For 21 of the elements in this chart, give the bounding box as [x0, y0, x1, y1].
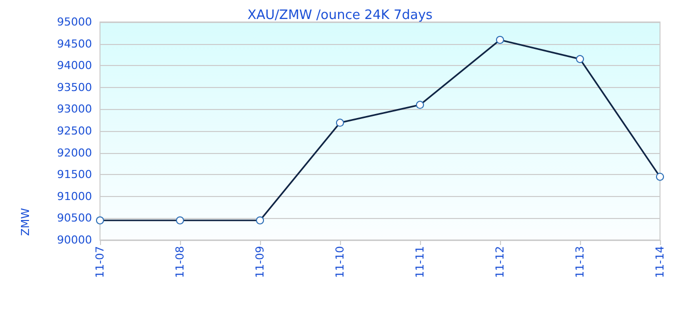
- x-tick-label: 11-11: [414, 246, 426, 278]
- y-tick-label: 94000: [57, 59, 92, 72]
- x-tick-label: 11-12: [494, 246, 506, 278]
- y-tick-label: 93500: [57, 80, 92, 94]
- y-axis-title: ZMW: [19, 208, 32, 236]
- y-tick-label: 91000: [57, 190, 92, 203]
- x-tick-label: 11-14: [654, 246, 666, 278]
- y-tick-label: 92000: [57, 146, 92, 160]
- x-tick-label: 11-07: [94, 246, 106, 278]
- y-tick-label: 95000: [57, 16, 92, 28]
- x-tick-label: 11-08: [174, 246, 186, 278]
- y-tick-label: 90000: [57, 234, 92, 246]
- y-tick-label: 93000: [57, 102, 92, 116]
- chart-title: XAU/ZMW /ounce 24K 7days: [247, 8, 433, 23]
- y-tick-label: 94500: [57, 37, 92, 50]
- y-tick-label: 92500: [57, 124, 92, 138]
- y-tick-label: 90500: [57, 212, 92, 225]
- x-tick-label: 11-09: [254, 246, 266, 278]
- x-tick-label: 11-13: [574, 246, 586, 278]
- x-tick-label: 11-10: [334, 246, 346, 278]
- y-tick-label: 91500: [57, 168, 92, 182]
